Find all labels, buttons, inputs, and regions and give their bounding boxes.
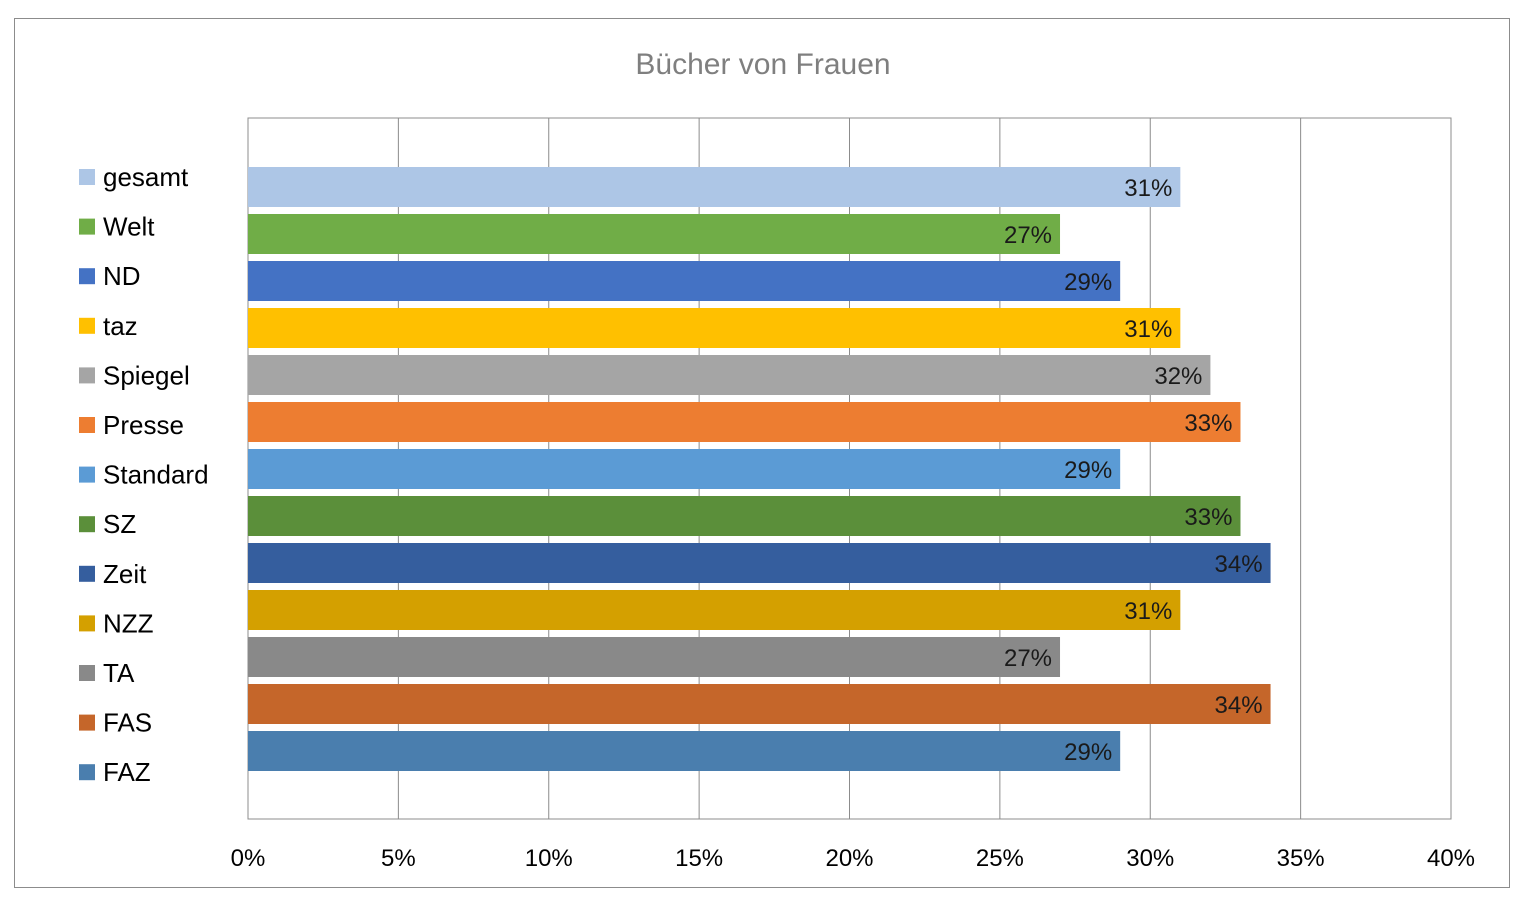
bar-faz bbox=[248, 731, 1121, 771]
bar-value-label: 27% bbox=[1004, 222, 1052, 249]
bar-ta bbox=[248, 637, 1061, 677]
legend-label: Presse bbox=[103, 410, 184, 440]
x-tick-label: 5% bbox=[381, 845, 416, 872]
legend-swatch bbox=[79, 665, 95, 681]
x-tick-label: 10% bbox=[525, 845, 573, 872]
legend-label: gesamt bbox=[103, 162, 189, 192]
legend-swatch bbox=[79, 218, 95, 235]
x-tick-label: 20% bbox=[825, 845, 873, 872]
legend-label: SZ bbox=[103, 509, 136, 539]
bar-spiegel bbox=[248, 355, 1211, 395]
legend-label: Spiegel bbox=[103, 360, 190, 390]
legend-swatch bbox=[79, 466, 95, 483]
bar-presse bbox=[248, 402, 1241, 442]
legend-swatch bbox=[79, 417, 95, 433]
bars bbox=[248, 167, 1271, 771]
x-axis-ticks: 0% 5% 10% 15% 20% 25% 30% 35% 40% bbox=[231, 845, 1475, 872]
bar-sz bbox=[248, 496, 1241, 536]
legend-swatch bbox=[79, 565, 95, 582]
legend-label: TA bbox=[103, 658, 135, 688]
legend-label: NZZ bbox=[103, 608, 154, 638]
bar-value-label: 27% bbox=[1004, 645, 1052, 672]
legend-swatch bbox=[79, 169, 95, 185]
legend-label: ND bbox=[103, 261, 141, 291]
bar-value-label: 33% bbox=[1184, 410, 1232, 437]
legend-swatch bbox=[79, 764, 95, 781]
x-tick-label: 25% bbox=[976, 845, 1024, 872]
bar-gesamt bbox=[248, 167, 1181, 207]
legend-swatch bbox=[79, 714, 95, 731]
legend-swatch bbox=[79, 367, 95, 384]
legend-swatch bbox=[79, 615, 95, 632]
bar-standard bbox=[248, 449, 1121, 489]
bar-zeit bbox=[248, 543, 1271, 583]
legend-swatch bbox=[79, 516, 95, 533]
bar-fas bbox=[248, 684, 1271, 724]
chart-title: Bücher von Frauen bbox=[635, 48, 890, 81]
bar-value-label: 29% bbox=[1064, 457, 1112, 484]
legend-label: FAZ bbox=[103, 757, 151, 787]
x-tick-label: 15% bbox=[675, 845, 723, 872]
bar-taz bbox=[248, 308, 1181, 348]
x-tick-label: 30% bbox=[1126, 845, 1174, 872]
bar-nd bbox=[248, 261, 1121, 301]
legend-label: Welt bbox=[103, 212, 155, 242]
bar-nzz bbox=[248, 590, 1181, 630]
x-tick-label: 40% bbox=[1427, 845, 1475, 872]
bar-value-label: 29% bbox=[1064, 739, 1112, 766]
bar-value-label: 33% bbox=[1184, 504, 1232, 531]
legend-label: taz bbox=[103, 311, 138, 341]
bar-value-label: 29% bbox=[1064, 269, 1112, 296]
bar-value-label: 34% bbox=[1215, 551, 1263, 578]
bar-welt bbox=[248, 214, 1061, 254]
legend-label: Standard bbox=[103, 460, 209, 490]
bar-value-label: 31% bbox=[1124, 175, 1172, 202]
data-labels: 31% 27% 29% 31% 32% 33% 29% 33% 34% 31% 27% 34% 29% bbox=[1004, 175, 1263, 766]
bar-value-label: 31% bbox=[1124, 316, 1172, 343]
legend-label: FAS bbox=[103, 708, 152, 738]
x-tick-label: 35% bbox=[1277, 845, 1325, 872]
legend-swatch bbox=[79, 268, 95, 285]
legend-label: Zeit bbox=[103, 559, 147, 589]
bar-value-label: 34% bbox=[1215, 692, 1263, 719]
bar-value-label: 32% bbox=[1154, 363, 1202, 390]
legend: gesamt Welt ND taz Spiegel Presse Standard SZ Ze… bbox=[79, 162, 209, 787]
x-tick-label: 0% bbox=[231, 845, 266, 872]
bar-value-label: 31% bbox=[1124, 598, 1172, 625]
legend-swatch bbox=[79, 317, 95, 334]
